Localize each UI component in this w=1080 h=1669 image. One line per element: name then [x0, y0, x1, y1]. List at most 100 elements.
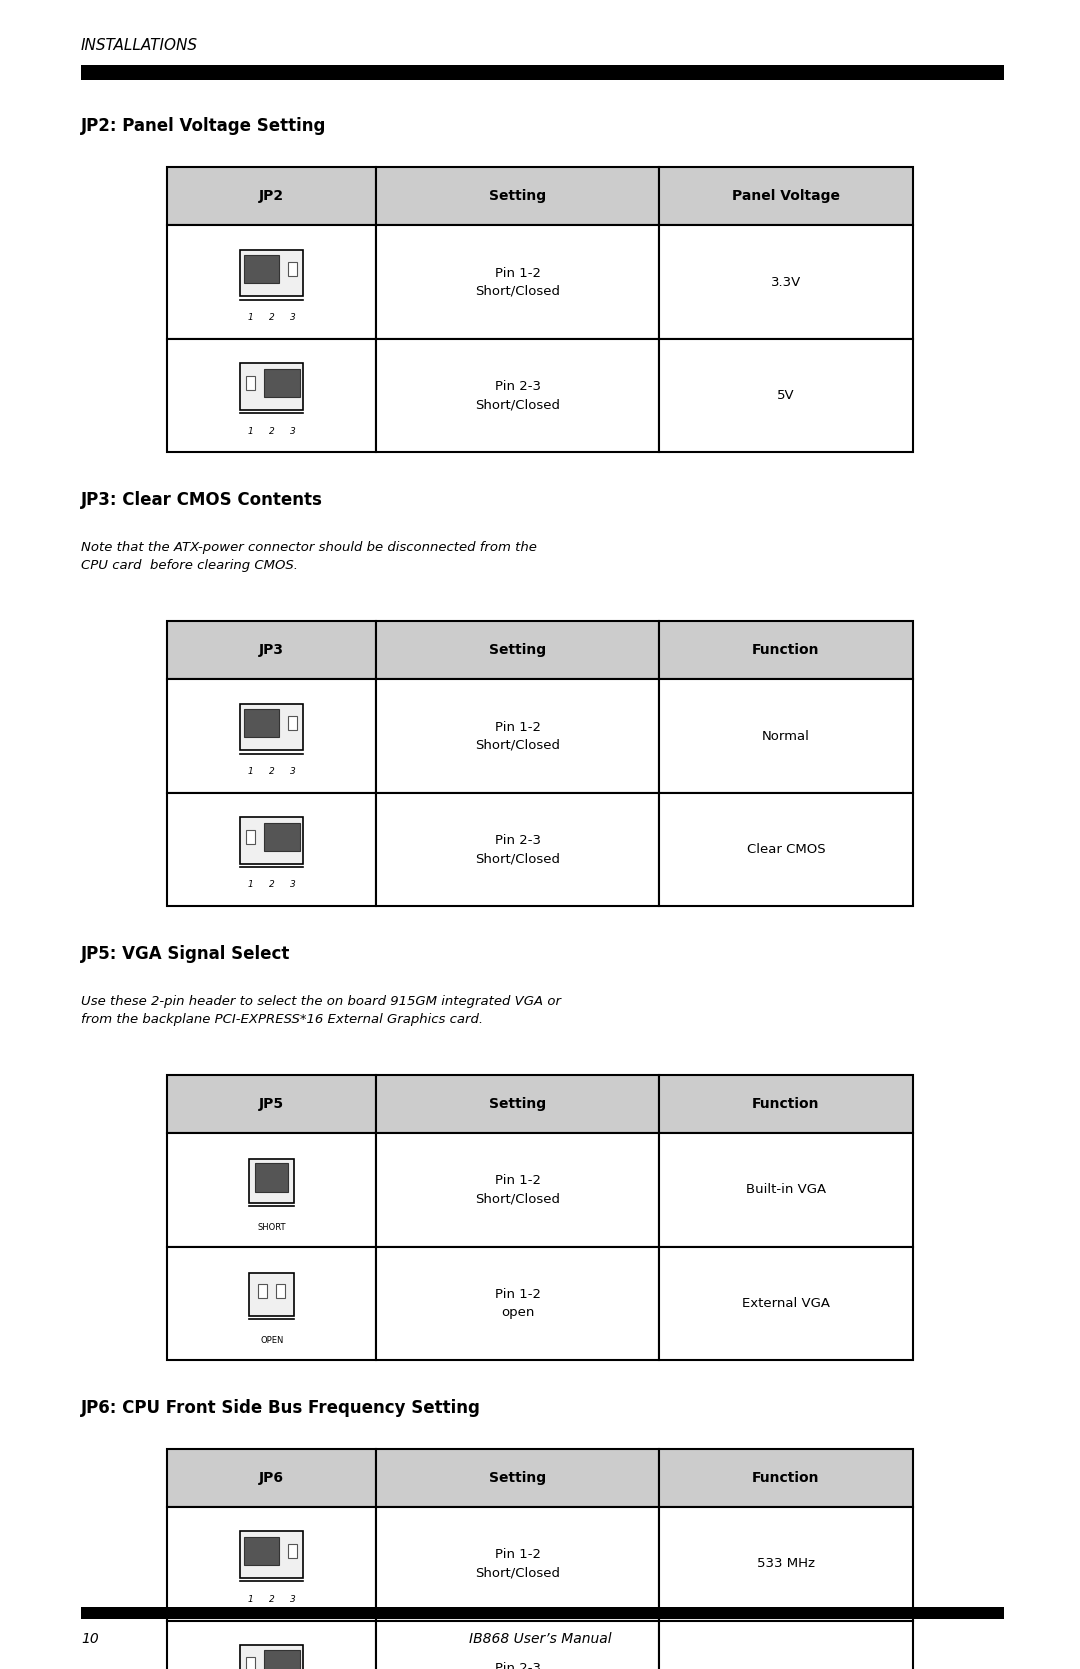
Text: IB868 User’s Manual: IB868 User’s Manual — [469, 1632, 611, 1646]
Bar — [255, 1163, 288, 1192]
Bar — [81, 65, 1004, 80]
Text: 1: 1 — [248, 881, 254, 890]
Bar — [246, 829, 256, 845]
Bar — [167, 1247, 376, 1360]
Bar — [241, 818, 303, 865]
Bar — [376, 225, 659, 339]
Text: 5V: 5V — [778, 389, 795, 402]
Bar — [659, 1621, 913, 1669]
Text: 533 MHz: 533 MHz — [757, 1557, 815, 1571]
Text: Normal: Normal — [762, 729, 810, 743]
Text: 3: 3 — [289, 314, 296, 322]
Bar — [376, 1075, 659, 1133]
Bar — [288, 262, 297, 277]
Text: JP6: JP6 — [259, 1470, 284, 1485]
Bar — [376, 1247, 659, 1360]
Bar — [267, 376, 276, 391]
Bar — [659, 339, 913, 452]
Bar — [376, 621, 659, 679]
Text: Pin 1-2
Short/Closed: Pin 1-2 Short/Closed — [475, 1175, 561, 1205]
Bar — [267, 829, 276, 845]
Bar — [376, 339, 659, 452]
Text: 3: 3 — [289, 881, 296, 890]
Text: 1: 1 — [248, 1596, 254, 1604]
Text: JP3: JP3 — [259, 643, 284, 658]
Bar — [376, 1449, 659, 1507]
Bar — [659, 1075, 913, 1133]
Bar — [659, 1507, 913, 1621]
Bar — [659, 1133, 913, 1247]
Text: Pin 1-2
Short/Closed: Pin 1-2 Short/Closed — [475, 721, 561, 751]
Bar — [167, 225, 376, 339]
Text: Setting: Setting — [489, 1097, 546, 1112]
Bar — [246, 716, 256, 731]
Text: Pin 2-3
Short/Closed: Pin 2-3 Short/Closed — [475, 834, 561, 865]
Bar — [243, 709, 279, 738]
Text: Built-in VGA: Built-in VGA — [746, 1183, 826, 1197]
Text: Setting: Setting — [489, 643, 546, 658]
Text: 3: 3 — [289, 1596, 296, 1604]
Bar — [246, 1544, 256, 1559]
Bar — [243, 255, 279, 284]
Bar — [659, 225, 913, 339]
Bar — [376, 1621, 659, 1669]
Text: Setting: Setting — [489, 1470, 546, 1485]
Text: 3: 3 — [289, 427, 296, 436]
Bar — [167, 1133, 376, 1247]
Bar — [243, 1537, 279, 1566]
Bar — [267, 1657, 276, 1669]
Bar — [246, 1657, 256, 1669]
Text: JP2: Panel Voltage Setting: JP2: Panel Voltage Setting — [81, 117, 326, 135]
Text: Pin 2-3
Short/Closed: Pin 2-3 Short/Closed — [475, 381, 561, 411]
Bar — [267, 262, 276, 277]
Bar — [246, 376, 256, 391]
Bar — [288, 1657, 297, 1669]
Bar — [376, 1507, 659, 1621]
Text: Pin 1-2
Short/Closed: Pin 1-2 Short/Closed — [475, 1549, 561, 1579]
Bar — [167, 1449, 376, 1507]
Text: 2: 2 — [269, 314, 274, 322]
Bar — [276, 1170, 285, 1185]
Text: 2: 2 — [269, 881, 274, 890]
Bar — [258, 1170, 267, 1185]
Bar — [267, 1544, 276, 1559]
Bar — [265, 823, 300, 851]
Text: 2: 2 — [269, 427, 274, 436]
Text: JP6: CPU Front Side Bus Frequency Setting: JP6: CPU Front Side Bus Frequency Settin… — [81, 1399, 481, 1417]
Bar — [241, 1532, 303, 1579]
Bar — [276, 1283, 285, 1298]
Bar — [241, 704, 303, 751]
Text: Note that the ATX-power connector should be disconnected from the
CPU card  befo: Note that the ATX-power connector should… — [81, 541, 537, 572]
Bar — [167, 1507, 376, 1621]
Text: INSTALLATIONS: INSTALLATIONS — [81, 38, 198, 53]
Bar — [249, 1160, 295, 1203]
Bar — [241, 364, 303, 411]
Bar — [241, 250, 303, 297]
Text: OPEN: OPEN — [260, 1337, 283, 1345]
Bar — [167, 167, 376, 225]
Text: JP2: JP2 — [259, 189, 284, 204]
Bar — [241, 1646, 303, 1669]
Text: Use these 2-pin header to select the on board 915GM integrated VGA or
from the b: Use these 2-pin header to select the on … — [81, 995, 561, 1026]
Text: 3.3V: 3.3V — [771, 275, 801, 289]
Text: Pin 1-2
Short/Closed: Pin 1-2 Short/Closed — [475, 267, 561, 297]
Bar — [659, 679, 913, 793]
Bar — [659, 1449, 913, 1507]
Bar — [167, 621, 376, 679]
Bar — [659, 793, 913, 906]
Bar — [167, 1075, 376, 1133]
Text: Function: Function — [752, 643, 820, 658]
Bar — [167, 339, 376, 452]
Text: Setting: Setting — [489, 189, 546, 204]
Bar — [288, 1544, 297, 1559]
Bar — [376, 1133, 659, 1247]
Bar — [376, 793, 659, 906]
Text: 3: 3 — [289, 768, 296, 776]
Text: 10: 10 — [81, 1632, 98, 1646]
Text: JP5: JP5 — [259, 1097, 284, 1112]
Bar — [258, 1283, 267, 1298]
Text: External VGA: External VGA — [742, 1297, 829, 1310]
Bar — [246, 262, 256, 277]
Bar — [288, 376, 297, 391]
Text: 1: 1 — [248, 768, 254, 776]
